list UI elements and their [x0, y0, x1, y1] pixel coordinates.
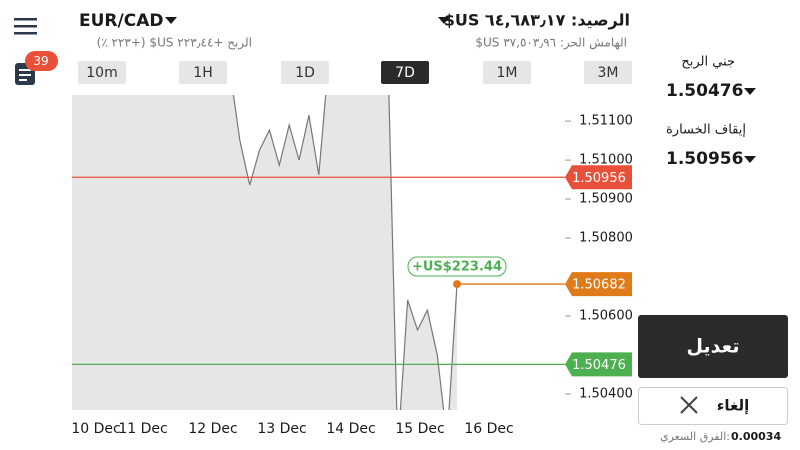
current-dot [453, 280, 461, 289]
y-tick-label: 1.51100 [579, 114, 633, 129]
x-tick-label: 15 Dec [395, 421, 444, 437]
y-tick-label: 1.50600 [579, 309, 633, 324]
stop_loss-tag [565, 165, 632, 190]
dropdown-arrow [744, 156, 756, 163]
y-tick-label: 1.50800 [579, 231, 633, 246]
x-tick-label: 11 Dec [118, 421, 167, 437]
timeframe-label: 10m [86, 65, 117, 81]
x-tick-label: 14 Dec [326, 421, 375, 437]
y-tick-label: 1.50900 [579, 192, 633, 207]
current-tag-text: 1.50682 [572, 278, 626, 293]
spread-label: الفرق السعري: [660, 430, 730, 443]
timeframe-button[interactable] [78, 61, 126, 84]
timeframe-button[interactable] [584, 61, 632, 84]
y-tick-label: 1.50400 [579, 387, 633, 402]
spread-value: 0.00034 [731, 430, 781, 443]
timeframe-button[interactable] [281, 61, 329, 84]
timeframe-label: 1D [295, 65, 315, 81]
profit-text: الربح +٢٢٣٫٤٤ US$ (+٢٢٣ ٪) [97, 36, 252, 51]
free-margin: الهامش الحر: ٣٧,٥٠٣٫٩٦ US$ [475, 36, 627, 51]
stop_loss-tag-text: 1.50956 [572, 171, 626, 186]
instrument[interactable]: EUR/CAD [79, 11, 163, 31]
timeframe-button[interactable] [179, 61, 227, 84]
stop-loss-label: إيقاف الخسارة [666, 123, 746, 138]
timeframe-label: 1M [497, 65, 518, 81]
stop-loss-value[interactable]: 1.50956 [666, 149, 743, 169]
price-line [232, 95, 458, 410]
profit-badge [407, 256, 507, 277]
y-tick-label: 1.51000 [579, 153, 633, 168]
modify-button[interactable] [638, 315, 788, 378]
balance[interactable]: الرصيد: ٦٤,٦٨٣٫١٧ US$ [444, 11, 630, 30]
timeframe-button[interactable] [483, 61, 531, 84]
timeframe-button[interactable] [381, 61, 429, 84]
take_profit-tag [565, 352, 632, 377]
x-tick-label: 16 Dec [464, 421, 513, 437]
plot-area [72, 95, 458, 410]
timeframe-label: 3M [598, 65, 619, 81]
timeframe-label: 7D [395, 65, 415, 81]
take_profit-tag-text: 1.50476 [572, 358, 626, 373]
cancel-text: إلغاء [717, 397, 750, 415]
close-icon [680, 396, 698, 414]
x-tick-label: 10 Dec [71, 421, 120, 437]
menu-icon[interactable] [14, 18, 37, 35]
cancel-button[interactable] [638, 387, 788, 425]
modify-text: تعديل [687, 336, 740, 358]
badge [25, 51, 58, 71]
x-tick-label: 13 Dec [257, 421, 306, 437]
timeframe-label: 1H [193, 65, 212, 81]
take-profit-label: جني الربح [681, 55, 735, 70]
dropdown-arrow [744, 88, 756, 95]
badge-count: 39 [33, 54, 48, 68]
profit-badge-text: +US$223.44 [412, 260, 502, 275]
dropdown-arrow [165, 17, 177, 24]
take-profit-value[interactable]: 1.50476 [666, 81, 743, 101]
price-area [72, 95, 457, 410]
current-tag [565, 272, 632, 297]
x-tick-label: 12 Dec [188, 421, 237, 437]
dropdown-arrow [438, 17, 450, 24]
